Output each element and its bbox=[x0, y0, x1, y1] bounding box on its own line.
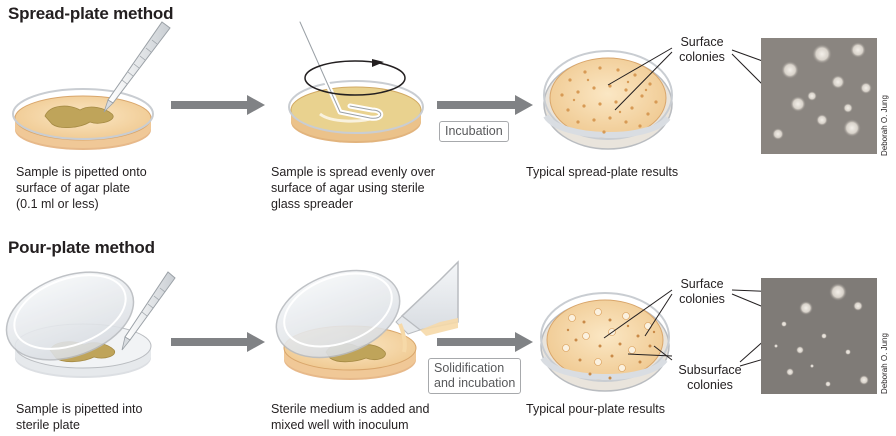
rotation-arrow-icon bbox=[304, 59, 406, 96]
pour-plate-heading: Pour-plate method bbox=[8, 238, 155, 257]
spread-surface-dots bbox=[560, 66, 658, 134]
pour-step1-caption: Sample is pipetted into sterile plate bbox=[16, 402, 143, 432]
spread-step2-caption: Sample is spread evenly over surface of … bbox=[271, 165, 435, 211]
arrow-right-icon bbox=[437, 95, 533, 115]
pour-step2-caption: Sterile medium is added and mixed well w… bbox=[271, 402, 430, 432]
incubation-label: Incubation bbox=[439, 121, 509, 142]
solidification-incubation-label: Solidification and incubation bbox=[428, 358, 522, 394]
pour-result-caption: Typical pour-plate results bbox=[526, 402, 665, 416]
arrow-right-icon bbox=[437, 332, 533, 352]
spread-result-caption: Typical spread-plate results bbox=[526, 165, 679, 179]
medium-bottle-icon bbox=[395, 260, 459, 353]
arrow-right-icon bbox=[171, 332, 265, 352]
pipette-icon bbox=[103, 21, 171, 113]
pour-photo-credit: Deborah O. Jung bbox=[880, 333, 889, 394]
pour-plate-2 bbox=[275, 269, 417, 380]
glass-spreader-icon bbox=[297, 19, 384, 121]
pipette-icon bbox=[121, 271, 176, 351]
pour-plate-1 bbox=[5, 271, 152, 378]
spread-colony-photo bbox=[761, 38, 877, 154]
pour-subsurface-colonies-label: Subsurface colonies bbox=[678, 363, 742, 392]
pour-colony-photo bbox=[761, 278, 877, 394]
spread-plate-heading: Spread-plate method bbox=[8, 4, 174, 23]
spread-photo-credit: Deborah O. Jung bbox=[880, 95, 889, 156]
spread-result-plate bbox=[543, 50, 673, 150]
pour-subsurface-colonies bbox=[566, 318, 656, 380]
spread-plate-2 bbox=[288, 80, 424, 143]
arrow-right-icon bbox=[171, 95, 265, 115]
spread-plate-1 bbox=[12, 88, 154, 150]
pour-surface-colonies-label: Surface colonies bbox=[679, 277, 725, 306]
pour-result-plate bbox=[540, 292, 670, 392]
spread-surface-colonies-label: Surface colonies bbox=[679, 35, 725, 64]
spread-step1-caption: Sample is pipetted onto surface of agar … bbox=[16, 165, 147, 211]
